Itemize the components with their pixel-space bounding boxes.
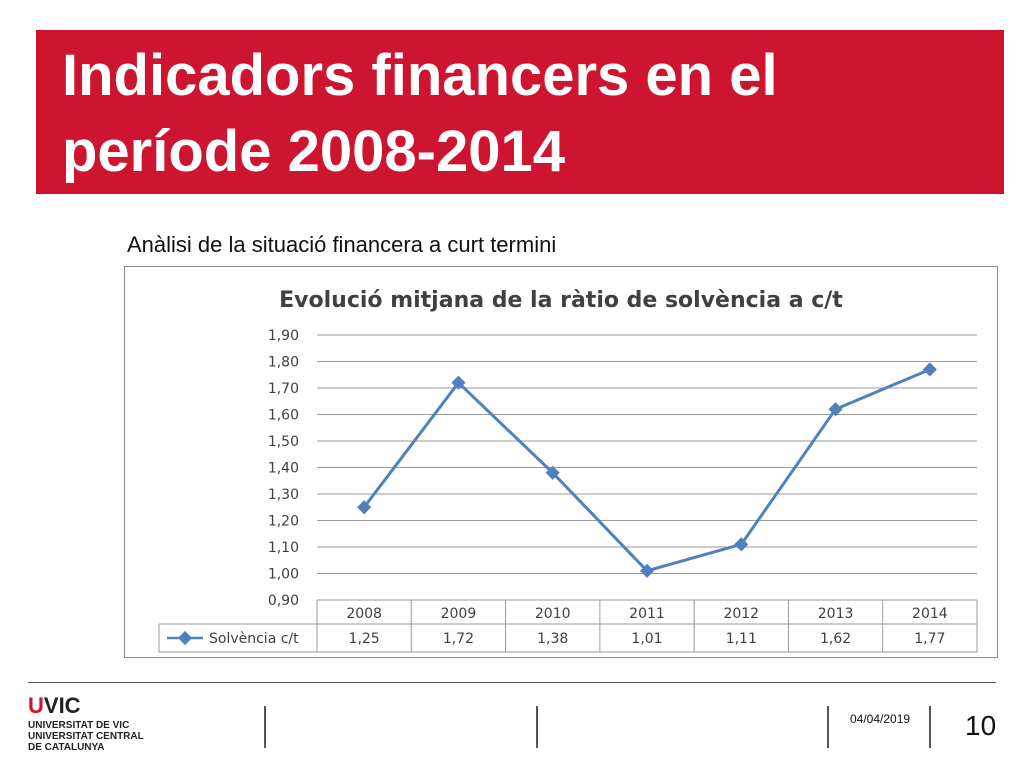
y-tick-label: 1,40 xyxy=(268,461,299,477)
uvic-logo-mark: UVIC xyxy=(28,693,81,718)
logo-line-2: UNIVERSITAT CENTRAL xyxy=(28,731,144,742)
x-tick-label: 2013 xyxy=(818,606,854,622)
chart-title: Evolució mitjana de la ràtio de solvènci… xyxy=(279,288,843,313)
y-tick-label: 1,10 xyxy=(268,540,299,556)
footer-divider xyxy=(28,682,996,683)
uvic-logo-text: UNIVERSITAT DE VIC UNIVERSITAT CENTRAL D… xyxy=(28,720,144,753)
data-point xyxy=(357,500,372,515)
data-point xyxy=(451,375,466,390)
footer-separator xyxy=(929,706,931,748)
y-tick-label: 1,70 xyxy=(268,381,299,397)
chart-frame: 0,90 1,00 1,10 1,20 1,30 1,40 1,50 1,60 1,70 1,80… xyxy=(124,266,998,658)
data-label: 1,01 xyxy=(631,631,662,647)
data-point xyxy=(922,362,937,377)
legend-label: Solvència c/t xyxy=(209,631,299,647)
logo-line-1: UNIVERSITAT DE VIC xyxy=(28,720,130,731)
slide-title: Indicadors financers en el període 2008-… xyxy=(62,43,778,184)
data-label: 1,25 xyxy=(349,631,380,647)
page-number: 10 xyxy=(965,710,997,741)
x-tick-label: 2008 xyxy=(346,606,382,622)
x-tick-label: 2010 xyxy=(535,606,571,622)
y-tick-label: 1,20 xyxy=(268,514,299,530)
x-tick-label: 2012 xyxy=(723,606,759,622)
data-label: 1,72 xyxy=(443,631,474,647)
series-line xyxy=(362,368,931,573)
y-tick-label: 1,60 xyxy=(268,408,299,424)
y-tick-label: 1,00 xyxy=(268,567,299,583)
data-point xyxy=(639,563,655,578)
solvency-line-chart: 0,90 1,00 1,10 1,20 1,30 1,40 1,50 1,60 1,70 1,80… xyxy=(158,288,978,653)
legend-marker xyxy=(177,630,193,646)
y-tick-label: 1,90 xyxy=(268,328,299,344)
x-tick-label: 2009 xyxy=(441,606,477,622)
slide-subtitle: Anàlisi de la situació financera a curt … xyxy=(127,232,557,257)
data-point xyxy=(545,465,560,480)
data-point xyxy=(734,537,749,552)
data-label: 1,38 xyxy=(537,631,568,647)
y-tick-label: 0,90 xyxy=(268,593,299,609)
y-tick-label: 1,50 xyxy=(268,434,299,450)
footer-separator xyxy=(827,706,829,748)
data-point xyxy=(828,402,843,417)
logo-line-3: DE CATALUNYA xyxy=(28,742,105,753)
x-tick-label: 2014 xyxy=(912,606,948,622)
data-label: 1,62 xyxy=(820,631,851,647)
data-label: 1,77 xyxy=(914,631,945,647)
uvic-logo: UVIC UNIVERSITAT DE VIC UNIVERSITAT CENT… xyxy=(28,693,144,754)
data-label: 1,11 xyxy=(726,631,757,647)
y-tick-label: 1,80 xyxy=(268,355,299,371)
y-tick-label: 1,30 xyxy=(268,487,299,503)
title-banner: Indicadors financers en el període 2008-… xyxy=(36,30,1004,194)
slide-date: 04/04/2019 xyxy=(850,712,911,726)
footer-separator xyxy=(264,706,266,748)
x-tick-label: 2011 xyxy=(629,606,665,622)
footer-separator xyxy=(536,706,538,748)
